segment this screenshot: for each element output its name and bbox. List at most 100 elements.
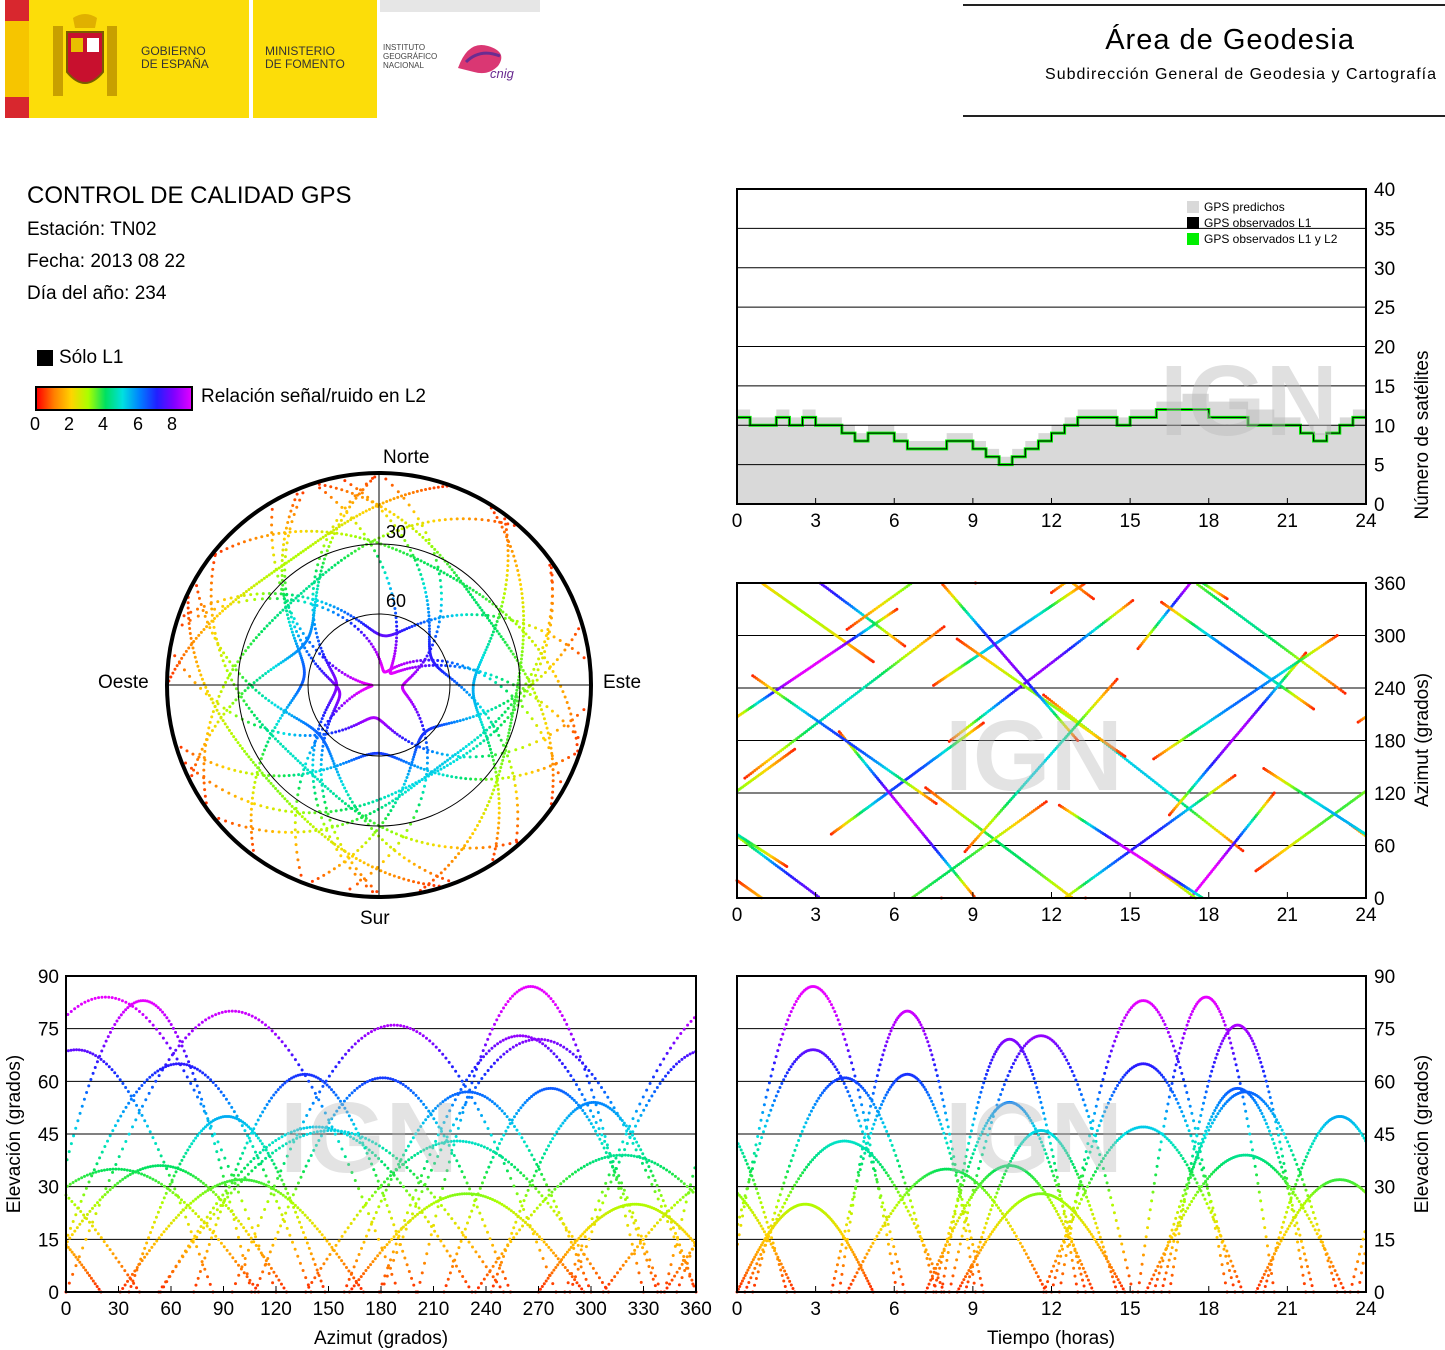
sky-point: [437, 772, 441, 776]
sky-point: [458, 719, 462, 723]
sky-point: [291, 503, 295, 507]
sky-point: [315, 577, 319, 581]
sky-point: [521, 745, 525, 749]
sky-point: [495, 620, 499, 624]
sky-point: [312, 618, 316, 622]
sky-point: [465, 690, 469, 694]
sky-point: [320, 816, 324, 820]
sky-point: [240, 746, 244, 750]
sky-point: [296, 599, 300, 603]
sky-point: [323, 800, 327, 804]
sky-point: [489, 720, 493, 724]
sky-point: [510, 714, 514, 718]
sky-point: [333, 764, 337, 768]
watermark: IGN: [1160, 345, 1338, 457]
sky-point: [334, 794, 338, 798]
sky-point: [511, 619, 515, 623]
sky-point: [262, 576, 266, 580]
sky-point: [550, 609, 554, 613]
sky-point: [427, 617, 431, 621]
sky-point: [280, 569, 284, 573]
sky-point: [359, 878, 363, 882]
sky-point: [502, 530, 506, 534]
sky-point: [414, 707, 418, 711]
sky-point: [400, 527, 404, 531]
sky-point: [520, 592, 524, 596]
sky-point: [479, 658, 483, 662]
sky-point: [497, 811, 501, 815]
header-rule-bottom: [963, 115, 1445, 117]
sky-point: [493, 847, 497, 851]
sky-point: [455, 613, 459, 617]
sky-point: [521, 646, 525, 650]
sky-point: [546, 637, 550, 641]
sky-point: [505, 573, 509, 577]
sky-point: [504, 528, 508, 532]
sky-point: [566, 724, 570, 728]
report-title: CONTROL DE CALIDAD GPS: [27, 182, 352, 209]
sky-point: [197, 633, 201, 637]
elev-az-tracks: [64, 985, 698, 1294]
sky-point: [490, 792, 494, 796]
sky-point: [390, 530, 394, 534]
sky-point: [495, 516, 499, 519]
y-tick-label: 5: [1374, 456, 1385, 477]
sky-point: [259, 725, 263, 729]
sky-point: [399, 758, 403, 762]
sky-point: [577, 627, 581, 631]
sky-point: [230, 732, 234, 736]
sky-point: [264, 829, 268, 833]
sky-point: [255, 678, 259, 682]
sky-point: [316, 664, 320, 668]
sky-point: [458, 665, 462, 669]
sky-point: [397, 757, 401, 761]
sky-point: [214, 784, 218, 788]
sky-point: [542, 736, 546, 740]
sky-point: [312, 785, 316, 789]
sky-point: [347, 759, 351, 763]
sky-point: [453, 856, 457, 860]
sky-point: [293, 828, 297, 832]
sky-point: [282, 594, 286, 598]
sky-point: [522, 694, 526, 698]
sky-point: [446, 758, 450, 762]
sky-point: [461, 664, 465, 668]
azimuth-tracks: [735, 581, 1368, 900]
skyplot-chart: Norte Sur Este Oeste 30 60: [98, 447, 641, 929]
sky-point: [234, 738, 238, 742]
sky-point: [301, 491, 305, 495]
sky-point: [280, 553, 284, 557]
sky-point: [537, 647, 541, 651]
sky-point: [383, 871, 387, 875]
ring-label-30: 30: [386, 522, 406, 542]
sky-point: [414, 781, 418, 785]
sky-point: [278, 808, 282, 812]
sky-point: [505, 578, 509, 582]
sky-point: [487, 744, 491, 748]
sky-point: [424, 590, 428, 594]
sky-point: [455, 681, 459, 685]
sky-point: [279, 707, 283, 711]
sky-point: [362, 861, 366, 865]
sky-point: [351, 677, 355, 681]
sky-point: [283, 555, 287, 559]
sky-point: [362, 633, 366, 637]
sky-point: [209, 601, 213, 605]
sky-point: [343, 610, 347, 614]
sky-point: [418, 716, 422, 720]
sky-point: [505, 689, 509, 693]
sat-legend: GPS predichos GPS observados L1 GPS obse…: [1187, 200, 1338, 246]
sky-point: [416, 557, 420, 561]
sky-point: [427, 614, 431, 618]
sky-point: [358, 512, 362, 516]
sky-point: [531, 687, 535, 691]
sky-point: [175, 664, 179, 668]
sky-point: [439, 663, 443, 667]
sky-point: [437, 620, 441, 624]
sky-point: [288, 527, 292, 531]
sky-point: [213, 704, 217, 708]
sky-point: [239, 770, 243, 774]
sky-point: [426, 769, 430, 773]
sky-point: [284, 606, 288, 610]
sky-point: [277, 531, 281, 535]
